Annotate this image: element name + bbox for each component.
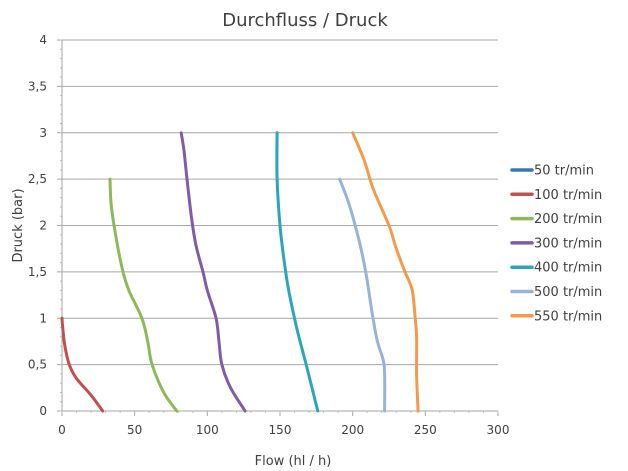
legend-label: 400 tr/min bbox=[534, 261, 602, 276]
legend-label: 50 tr/min bbox=[534, 164, 594, 179]
y-tick-label: 3,5 bbox=[28, 79, 47, 93]
legend-label: 300 tr/min bbox=[534, 236, 602, 251]
y-tick-label: 2,5 bbox=[28, 172, 47, 186]
x-tick-label: 50 bbox=[127, 423, 142, 437]
legend-label: 100 tr/min bbox=[534, 188, 602, 203]
y-tick-label: 1 bbox=[39, 311, 47, 325]
x-tick-label: 100 bbox=[196, 423, 219, 437]
legend-label: 200 tr/min bbox=[534, 212, 602, 227]
y-tick-label: 1,5 bbox=[28, 265, 47, 279]
y-tick-label: 0 bbox=[39, 404, 47, 418]
legend: 50 tr/min 100 tr/min 200 tr/min 300 tr/min 4… bbox=[512, 164, 602, 325]
axes: 0 0,5 1 1,5 2 2,5 3 3,5 4 0 50 100 150 200 250 300 bbox=[28, 33, 510, 437]
y-tick-label: 3 bbox=[39, 126, 47, 140]
legend-label: 550 tr/min bbox=[534, 309, 602, 324]
y-axis-title: Druck (bar) bbox=[11, 188, 26, 262]
chart-title: Durchfluss / Druck bbox=[222, 10, 388, 31]
series-line-200-tr-min bbox=[110, 179, 177, 411]
legend-label: 500 tr/min bbox=[534, 285, 602, 300]
x-tick-label: 0 bbox=[58, 423, 66, 437]
y-tick-label: 4 bbox=[39, 33, 47, 47]
x-tick-label: 150 bbox=[269, 423, 292, 437]
x-axis-title: Flow (hl / h) bbox=[255, 454, 332, 469]
series-line-500-tr-min bbox=[340, 179, 385, 411]
y-tick-label: 2 bbox=[39, 219, 47, 233]
x-tick-label: 300 bbox=[487, 423, 510, 437]
grid-lines bbox=[62, 40, 498, 365]
x-tick-label: 250 bbox=[414, 423, 437, 437]
y-tick-label: 0,5 bbox=[28, 358, 47, 372]
x-tick-label: 200 bbox=[341, 423, 364, 437]
